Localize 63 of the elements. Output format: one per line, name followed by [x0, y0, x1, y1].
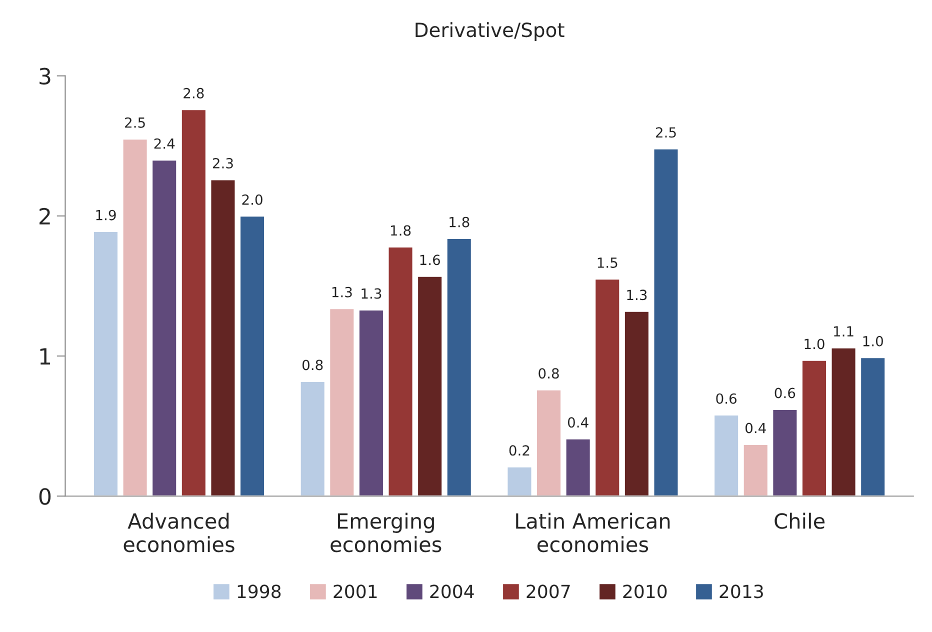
data-label: 0.4: [746, 422, 766, 434]
legend-label: 2007: [526, 584, 570, 598]
data-label: 1.9: [96, 210, 116, 220]
data-label: 2.4: [154, 138, 175, 149]
x-tick-label: Chile: [774, 512, 825, 529]
data-label: 0.8: [538, 368, 559, 379]
x-tick-label: Advanced economies: [124, 512, 234, 552]
data-label: 0.8: [302, 360, 323, 370]
data-label: 1.3: [332, 286, 352, 298]
data-label: 2.5: [656, 127, 676, 138]
bar: [180, 108, 207, 496]
bar: [239, 215, 266, 496]
bar: [387, 246, 414, 496]
bar: [151, 159, 178, 496]
bar: [860, 356, 886, 496]
bar: [446, 238, 472, 496]
data-label: 1.6: [420, 254, 440, 266]
bar: [742, 444, 769, 496]
x-tick-label: Emerging economies: [330, 512, 442, 552]
bar: [122, 138, 148, 496]
y-tick-label: 0: [39, 488, 51, 505]
bar: [506, 466, 533, 496]
bar: [328, 308, 356, 496]
y-tick-label: 3: [40, 68, 50, 85]
y-tick-label: 2: [40, 208, 50, 224]
x-tick-label: Latin American economies: [516, 512, 670, 552]
data-label: 1.3: [627, 290, 647, 300]
legend-label: 1998: [238, 584, 281, 598]
bar: [416, 275, 443, 496]
legend-label: 2013: [720, 584, 763, 598]
bar: [801, 360, 828, 496]
data-label: 1.3: [362, 288, 382, 299]
data-label: 0.2: [509, 445, 530, 456]
data-label: 1.5: [598, 258, 618, 268]
bar: [624, 310, 650, 496]
data-label: 2.5: [125, 117, 145, 128]
legend-label: 2010: [623, 584, 667, 598]
legend-label: 2001: [334, 584, 377, 598]
data-label: 0.6: [716, 393, 736, 404]
bar: [594, 278, 621, 496]
data-label: 1.0: [804, 338, 824, 350]
data-label: 2.3: [212, 158, 233, 168]
bar: [564, 438, 592, 496]
data-label: 2.8: [184, 88, 204, 98]
data-label: 0.6: [774, 388, 796, 398]
data-label: 1.1: [834, 326, 854, 336]
data-label: 2.0: [242, 194, 262, 205]
data-label: 1.8: [450, 216, 470, 228]
bar: [652, 148, 680, 496]
bar: [536, 388, 562, 496]
bar: [299, 380, 326, 496]
data-label: 0.4: [568, 417, 588, 428]
bar: [713, 414, 740, 496]
bar: [830, 346, 857, 496]
chart-title: Derivative/Spot: [416, 22, 564, 41]
data-label: 1.8: [391, 225, 411, 236]
data-label: 1.0: [863, 336, 883, 346]
bar: [92, 230, 119, 496]
bar: [358, 309, 384, 496]
bar: [210, 178, 236, 496]
bar: [772, 408, 798, 496]
legend-label: 2004: [430, 584, 474, 598]
y-tick-label: 1: [40, 348, 50, 364]
